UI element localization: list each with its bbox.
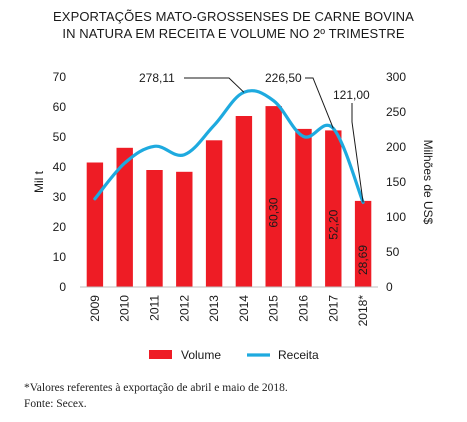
right-axis-title: Milhões de US$ [421, 140, 435, 225]
legend: Volume Receita [149, 348, 319, 362]
volume-bars [86, 106, 372, 287]
x-tick-label: 2012 [177, 295, 191, 322]
x-tick-label: 2011 [148, 295, 162, 321]
line-data-label: 121,00 [333, 88, 370, 102]
volume-bar-2018 [354, 200, 372, 287]
x-tick-label: 2013 [207, 295, 221, 322]
chart-title-line-1: EXPORTAÇÕES MATO-GROSSENSES DE CARNE BOV… [53, 9, 414, 24]
volume-bar-2010 [116, 147, 133, 287]
x-tick-label: 2018* [356, 295, 370, 327]
left-tick-label: 60 [53, 100, 67, 114]
left-tick-label: 10 [53, 250, 67, 264]
chart-title: EXPORTAÇÕES MATO-GROSSENSES DE CARNE BOV… [0, 8, 467, 42]
right-tick-label: 100 [386, 210, 406, 224]
right-tick-label: 0 [386, 280, 393, 294]
receita-line [93, 89, 365, 204]
right-tick-label: 200 [386, 140, 406, 154]
bar-data-label: 60,30 [267, 197, 281, 227]
left-axis-title: Mil t [32, 170, 46, 193]
volume-bar-2013 [205, 140, 223, 287]
volume-bar-2009 [86, 162, 104, 287]
line-data-label: 226,50 [265, 71, 302, 85]
x-tick-label: 2009 [88, 295, 102, 322]
left-tick-label: 0 [59, 280, 66, 294]
volume-bar-2011 [146, 170, 163, 287]
left-tick-label: 20 [53, 220, 67, 234]
axes: 0 10 20 30 40 50 60 70 0 50 100 150 200 250 300 2009 201… [32, 70, 435, 326]
left-tick-label: 40 [53, 160, 67, 174]
right-tick-label: 300 [386, 70, 406, 84]
volume-bar-2016 [295, 128, 312, 287]
left-tick-label: 30 [53, 190, 67, 204]
x-tick-label: 2010 [118, 295, 132, 322]
source: Fonte: Secex. [24, 398, 87, 410]
data-labels: 60,30 52,20 28,69 278,11 226,50 121,00 [139, 71, 370, 275]
right-tick-label: 150 [386, 175, 406, 189]
x-tick-label: 2017 [326, 295, 340, 322]
volume-bar-2014 [235, 116, 253, 287]
x-tick-label: 2016 [297, 295, 311, 322]
footnote: *Valores referentes à exportação de abri… [24, 382, 288, 394]
volume-bar-2015 [265, 106, 282, 287]
bar-data-label: 52,20 [326, 209, 340, 239]
x-tick-label: 2014 [237, 295, 251, 322]
volume-bar-2012 [176, 171, 193, 287]
left-tick-label: 70 [53, 70, 67, 84]
left-tick-label: 50 [53, 130, 67, 144]
line-label-callout [305, 77, 334, 129]
chart-title-line-2: IN NATURA EM RECEITA E VOLUME NO 2º TRIM… [62, 26, 405, 41]
x-tick-label: 2015 [267, 295, 281, 322]
volume-bar-2017 [325, 130, 342, 287]
right-tick-label: 250 [386, 105, 406, 119]
notes: *Valores referentes à exportação de abri… [24, 380, 288, 412]
bar-data-label: 28,69 [356, 245, 370, 275]
line-label-callout [184, 77, 245, 93]
legend-receita-label: Receita [278, 348, 319, 362]
legend-volume-label: Volume [181, 348, 221, 362]
line-data-label: 278,11 [139, 71, 175, 85]
line-label-callout [351, 103, 364, 203]
legend-volume-swatch [149, 350, 172, 359]
receita-line-path [93, 89, 365, 204]
right-tick-label: 50 [386, 245, 400, 259]
